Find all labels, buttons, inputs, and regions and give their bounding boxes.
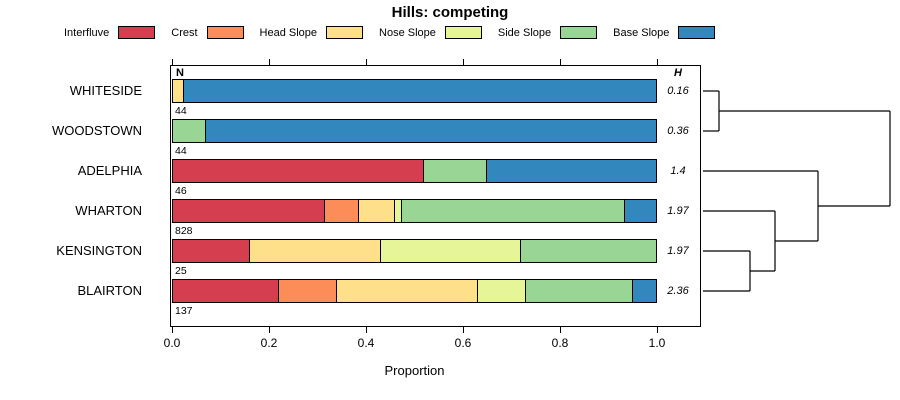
bar-segment [380,239,522,263]
axis-tick-bottom [366,327,368,333]
n-value: 25 [175,265,187,277]
bar-segment [424,159,488,183]
axis-tick-top [463,59,465,65]
bar-segment [172,239,250,263]
x-axis-label: Proportion [384,363,445,378]
bar-segment [278,279,337,303]
bar-segment [632,279,657,303]
row-label: WHITESIDE [69,83,142,98]
legend-label: Base Slope [613,26,670,39]
legend-label: Head Slope [259,26,318,39]
legend: Interfluve Crest Head Slope Nose Slope Side … [64,26,716,39]
stacked-bar [172,79,657,103]
legend-swatch [206,26,244,39]
bar-segment [249,239,381,263]
axis-tick-top [560,59,562,65]
chart-title: Hills: competing [391,4,509,21]
legend-swatch [560,26,598,39]
dendrogram [703,90,891,292]
n-value: 44 [175,105,187,117]
legend-swatch [326,26,364,39]
row-label: WHARTON [75,203,142,218]
axis-tick-bottom [172,327,174,333]
h-column-header: H [674,67,682,79]
bar-segment [172,199,325,223]
bar-segment [172,159,425,183]
axis-tick-bottom [657,327,659,333]
bar-segment [477,279,527,303]
n-value: 828 [175,225,193,237]
bar-segment [521,239,657,263]
h-value: 0.16 [667,85,689,97]
axis-tick-label: 1.0 [648,336,666,350]
bar-segment [526,279,633,303]
h-value: 1.4 [670,165,686,177]
legend-item: Side Slope [497,26,598,39]
bar-segment [172,279,279,303]
bar-segment [324,199,359,223]
bar-segment [402,199,626,223]
n-value: 44 [175,145,187,157]
legend-item: Nose Slope [379,26,482,39]
legend-swatch [678,26,716,39]
bar-segment [487,159,657,183]
stacked-bar [172,159,657,183]
bar-segment [336,279,478,303]
bar-segment [358,199,396,223]
stacked-bar [172,239,657,263]
legend-swatch [444,26,482,39]
stacked-bar [172,119,657,143]
axis-tick-top [657,59,659,65]
row-label: KENSINGTON [56,243,142,258]
row-label: ADELPHIA [77,163,142,178]
n-value: 46 [175,185,187,197]
axis-tick-label: 0.8 [551,336,569,350]
stacked-bar [172,199,657,223]
row-label: WOODSTOWN [51,123,142,138]
axis-tick-bottom [463,327,465,333]
legend-item: Crest [171,26,244,39]
axis-tick-bottom [560,327,562,333]
legend-item: Base Slope [613,26,716,39]
legend-item: Interfluve [64,26,156,39]
bar-segment [172,79,185,103]
stacked-bar [172,279,657,303]
h-value: 1.97 [667,205,689,217]
h-value: 1.97 [667,245,689,257]
legend-swatch [118,26,156,39]
axis-tick-label: 0.6 [454,336,472,350]
n-column-header: N [176,67,184,79]
bar-segment [395,199,403,223]
n-value: 137 [175,305,193,317]
axis-tick-top [366,59,368,65]
axis-tick-top [269,59,271,65]
legend-label: Interfluve [64,26,110,39]
axis-tick-top [172,59,174,65]
legend-label: Nose Slope [379,26,436,39]
row-label: BLAIRTON [77,283,142,298]
bar-segment [184,79,657,103]
bar-segment [172,119,206,143]
axis-tick-label: 0.4 [357,336,375,350]
h-value: 2.36 [667,285,689,297]
legend-item: Head Slope [260,26,364,39]
axis-tick-label: 0.0 [163,336,181,350]
axis-tick-bottom [269,327,271,333]
bar-segment [205,119,657,143]
h-value: 0.36 [667,125,689,137]
axis-tick-label: 0.2 [260,336,278,350]
legend-label: Crest [171,26,198,39]
bar-segment [625,199,657,223]
legend-label: Side Slope [497,26,552,39]
